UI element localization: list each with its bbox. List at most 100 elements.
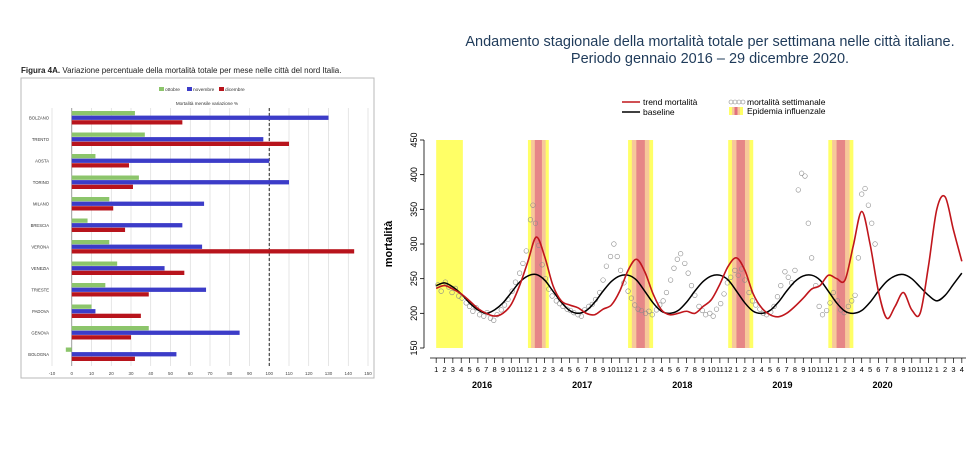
weekly-point bbox=[805, 220, 811, 226]
trend-line bbox=[435, 194, 963, 320]
bar-novembre bbox=[71, 180, 289, 185]
x-tick-label: 2 bbox=[543, 365, 547, 374]
bar-novembre bbox=[71, 158, 270, 163]
bar-x-tick-label: 10 bbox=[89, 371, 95, 376]
legend-swatch-ottobre bbox=[159, 87, 164, 91]
x-tick-label: 7 bbox=[584, 365, 588, 374]
weekly-point bbox=[703, 312, 709, 318]
bar-ottobre bbox=[71, 197, 110, 202]
weekly-point bbox=[571, 310, 577, 316]
weekly-point bbox=[724, 280, 730, 286]
x-tick-label: 5 bbox=[668, 365, 672, 374]
epidemic-band-peak bbox=[531, 140, 546, 348]
weekly-point bbox=[657, 302, 663, 308]
weekly-point bbox=[642, 310, 649, 316]
weekly-point bbox=[802, 173, 808, 179]
y-axis-label: mortalità bbox=[383, 220, 395, 267]
weekly-point bbox=[582, 307, 588, 313]
weekly-point bbox=[484, 310, 490, 316]
weekly-point bbox=[792, 267, 798, 273]
weekly-point bbox=[438, 288, 444, 294]
weekly-point bbox=[768, 309, 774, 315]
bar-x-tick-label: 100 bbox=[265, 371, 273, 376]
bar-dicembre bbox=[71, 270, 185, 275]
y-tick-label: 150 bbox=[409, 340, 419, 355]
weekly-point bbox=[523, 248, 529, 254]
weekly-point bbox=[607, 253, 614, 260]
bar-ottobre bbox=[71, 261, 118, 266]
bar-ottobre bbox=[71, 154, 96, 159]
weekly-point bbox=[628, 295, 635, 301]
bar-ottobre bbox=[71, 218, 88, 223]
weekly-point bbox=[753, 302, 759, 308]
weekly-point bbox=[557, 301, 563, 307]
weekly-point bbox=[710, 313, 716, 319]
x-tick-label: 2 bbox=[843, 365, 847, 374]
x-tick-label: 4 bbox=[860, 365, 864, 374]
weekly-point bbox=[498, 307, 504, 313]
weekly-point bbox=[809, 255, 815, 261]
weekly-point bbox=[553, 298, 559, 304]
weekly-point bbox=[813, 283, 819, 289]
bar-novembre bbox=[71, 223, 183, 228]
weekly-point bbox=[649, 312, 655, 318]
year-label: 2017 bbox=[572, 380, 592, 390]
bar-x-tick-label: -10 bbox=[49, 371, 56, 376]
x-tick-label: 2 bbox=[943, 365, 947, 374]
x-tick-label: 5 bbox=[467, 365, 471, 374]
legend-epidemic-swatch-core bbox=[734, 107, 738, 115]
weekly-point bbox=[476, 312, 483, 318]
weekly-point bbox=[795, 187, 801, 193]
weekly-point bbox=[789, 280, 795, 286]
y-tick-label: 250 bbox=[409, 271, 419, 286]
bar-x-tick-label: 20 bbox=[109, 371, 115, 376]
x-tick-label: 11 bbox=[716, 365, 724, 374]
weekly-point bbox=[567, 307, 574, 314]
x-tick-label: 3 bbox=[451, 365, 455, 374]
x-tick-label: 8 bbox=[893, 365, 897, 374]
y-tick-label: 200 bbox=[409, 306, 419, 321]
weekly-point bbox=[653, 307, 660, 313]
y-tick-label: 300 bbox=[409, 236, 419, 251]
x-tick-label: 5 bbox=[868, 365, 872, 374]
bar-dicembre bbox=[71, 249, 355, 254]
x-tick-label: 3 bbox=[951, 365, 955, 374]
bar-x-tick-label: 50 bbox=[168, 371, 174, 376]
weekly-point bbox=[466, 303, 473, 310]
bar-x-tick-label: 90 bbox=[247, 371, 253, 376]
x-tick-label: 12 bbox=[924, 365, 932, 374]
weekly-point bbox=[830, 289, 836, 296]
x-tick-label: 1 bbox=[935, 365, 939, 374]
bar-dicembre bbox=[71, 227, 126, 232]
weekly-point bbox=[446, 284, 452, 290]
weekly-point bbox=[721, 291, 727, 297]
weekly-point bbox=[699, 307, 705, 314]
x-tick-label: 5 bbox=[568, 365, 572, 374]
bar-dicembre bbox=[71, 313, 141, 318]
epidemic-band-core bbox=[534, 140, 542, 348]
bar-novembre bbox=[71, 266, 165, 271]
weekly-point bbox=[742, 277, 748, 283]
year-label: 2016 bbox=[472, 380, 492, 390]
weekly-point bbox=[614, 253, 620, 260]
weekly-point bbox=[849, 298, 855, 304]
bar-ottobre bbox=[65, 347, 72, 352]
weekly-point bbox=[435, 282, 441, 288]
weekly-point bbox=[663, 289, 670, 296]
weekly-point bbox=[442, 279, 448, 285]
x-tick-label: 4 bbox=[759, 365, 763, 374]
right-title-line2: Periodo gennaio 2016 – 29 dicembre 2020. bbox=[570, 51, 850, 67]
x-tick-label: 10 bbox=[908, 365, 916, 374]
weekly-point bbox=[827, 300, 833, 306]
x-tick-label: 11 bbox=[916, 365, 924, 374]
weekly-point bbox=[491, 317, 497, 323]
bar-category-label: AOSTA bbox=[35, 159, 49, 164]
x-tick-label: 9 bbox=[801, 365, 805, 374]
x-tick-label: 8 bbox=[593, 365, 597, 374]
bar-x-tick-label: 40 bbox=[148, 371, 154, 376]
weekly-point bbox=[763, 312, 770, 318]
weekly-point bbox=[778, 283, 784, 289]
x-tick-label: 12 bbox=[724, 365, 732, 374]
bar-x-tick-label: 80 bbox=[227, 371, 233, 376]
weekly-point bbox=[782, 269, 788, 275]
